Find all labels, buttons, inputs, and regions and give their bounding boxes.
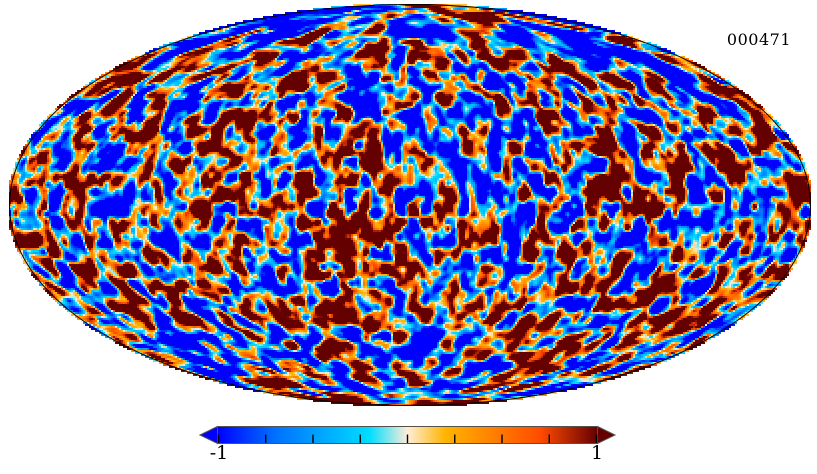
colorbar-max-label: 1: [590, 442, 604, 464]
map-id-label: 000471: [726, 30, 791, 49]
mollweide-map-area: [9, 4, 811, 406]
colorbar-right-arrow: [597, 425, 617, 445]
colorbar-left-arrow: [198, 425, 218, 445]
colorbar-gradient-bar: [198, 425, 617, 445]
colorbar-min-label: -1: [209, 442, 229, 464]
mollweide-sky-map: [9, 4, 811, 406]
colorbar: [198, 425, 617, 445]
